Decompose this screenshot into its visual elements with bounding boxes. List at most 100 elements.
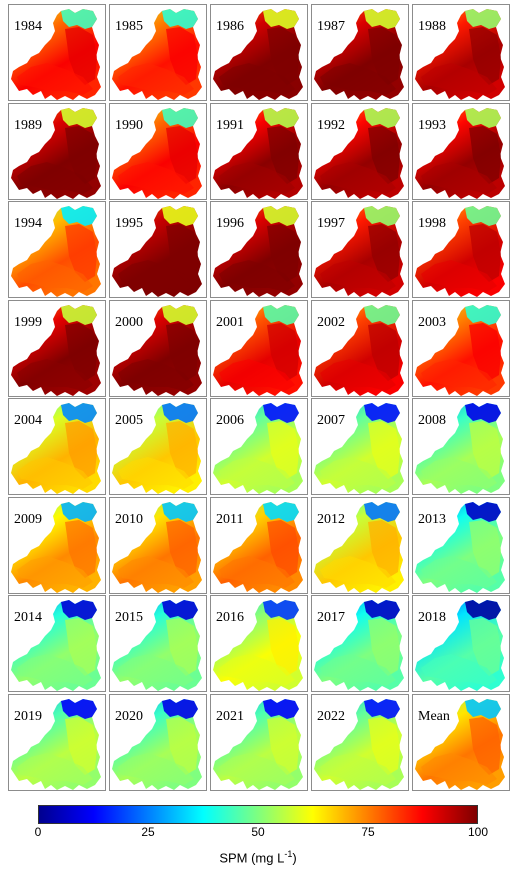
east-zone xyxy=(368,125,400,184)
east-zone xyxy=(469,224,501,282)
lake-map xyxy=(314,698,404,790)
spm-map-grid: 1984 1985 1986 1987 1988 1989 1990 1991 1992 1993… xyxy=(8,4,512,792)
colorbar-label-exponent: -1 xyxy=(284,849,293,859)
north-bay xyxy=(364,501,400,522)
panel-year-label: 2015 xyxy=(115,610,143,625)
panel-year-label: 1999 xyxy=(14,314,42,330)
colorbar-label: SPM (mg L-1) xyxy=(38,849,478,865)
south-zone xyxy=(320,457,396,489)
panel-year-label: 2009 xyxy=(14,511,42,527)
map-panel: 1993 xyxy=(412,102,510,200)
east-zone xyxy=(166,27,198,85)
colorbar-tick: 0 xyxy=(34,825,42,839)
east-zone xyxy=(166,224,198,282)
east-zone xyxy=(166,125,198,184)
panel-year-label: 1997 xyxy=(317,216,345,231)
south-zone xyxy=(118,555,194,588)
east-zone xyxy=(267,618,299,676)
north-bay xyxy=(61,600,97,620)
lake-map xyxy=(11,501,101,593)
map-panel: 2019 xyxy=(8,693,106,791)
lake-map xyxy=(415,206,505,297)
lake-map xyxy=(112,107,202,199)
lake-map xyxy=(415,698,505,790)
lake-map xyxy=(112,304,202,396)
map-panel: 2020 xyxy=(109,693,207,791)
south-zone xyxy=(219,358,295,391)
east-zone xyxy=(65,125,97,184)
panel-year-label: 2020 xyxy=(115,708,143,724)
east-zone xyxy=(166,519,198,578)
east-zone xyxy=(65,322,97,381)
north-bay xyxy=(364,304,400,325)
south-zone xyxy=(421,752,497,785)
map-panel: 2018 xyxy=(412,595,510,692)
south-zone xyxy=(320,752,396,785)
map-panel: 1999 xyxy=(8,299,106,397)
north-bay xyxy=(465,698,501,719)
east-zone xyxy=(368,421,400,479)
colorbar-gradient xyxy=(38,805,478,824)
north-bay xyxy=(465,107,501,128)
lake-map xyxy=(415,9,505,100)
north-bay xyxy=(364,9,400,29)
lake-map xyxy=(11,107,101,199)
lake-map xyxy=(112,206,202,297)
east-zone xyxy=(267,27,299,85)
north-bay xyxy=(263,501,299,522)
north-bay xyxy=(465,304,501,325)
map-panel: 1996 xyxy=(210,201,308,298)
map-panel: 2010 xyxy=(109,496,207,594)
south-zone xyxy=(118,752,194,785)
south-zone xyxy=(320,161,396,194)
south-zone xyxy=(219,63,295,95)
map-panel: 2002 xyxy=(311,299,409,397)
south-zone xyxy=(17,457,93,489)
north-bay xyxy=(162,304,198,325)
lake-map xyxy=(314,501,404,593)
south-zone xyxy=(118,654,194,686)
panel-year-label: 2008 xyxy=(418,413,446,428)
north-bay xyxy=(61,206,97,226)
lake-map xyxy=(112,501,202,593)
east-zone xyxy=(267,224,299,282)
south-zone xyxy=(421,654,497,686)
south-zone xyxy=(118,358,194,391)
south-zone xyxy=(17,260,93,292)
south-zone xyxy=(320,654,396,686)
panel-year-label: 2002 xyxy=(317,314,345,330)
map-panel: Mean xyxy=(412,693,510,791)
map-panel: 2009 xyxy=(8,496,106,594)
north-bay xyxy=(465,403,501,423)
panel-year-label: 2017 xyxy=(317,610,345,625)
panel-year-label: 1995 xyxy=(115,216,143,231)
east-zone xyxy=(166,322,198,381)
colorbar-tick: 75 xyxy=(361,825,375,839)
map-panel: 2005 xyxy=(109,398,207,495)
north-bay xyxy=(263,9,299,29)
south-zone xyxy=(219,260,295,292)
map-panel: 2017 xyxy=(311,595,409,692)
north-bay xyxy=(263,304,299,325)
lake-map xyxy=(213,698,303,790)
colorbar-tick: 50 xyxy=(251,825,265,839)
north-bay xyxy=(61,304,97,325)
map-panel: 2021 xyxy=(210,693,308,791)
lake-map xyxy=(112,698,202,790)
east-zone xyxy=(65,519,97,578)
east-zone xyxy=(166,716,198,775)
lake-map xyxy=(213,9,303,100)
map-panel: 2006 xyxy=(210,398,308,495)
panel-year-label: 2006 xyxy=(216,413,244,428)
map-panel: 1987 xyxy=(311,4,409,101)
panel-year-label: 2016 xyxy=(216,610,244,625)
panel-year-label: 2013 xyxy=(418,511,446,527)
lake-map xyxy=(314,600,404,691)
north-bay xyxy=(162,698,198,719)
north-bay xyxy=(465,501,501,522)
panel-year-label: 2021 xyxy=(216,708,244,724)
east-zone xyxy=(65,618,97,676)
panel-year-label: 1987 xyxy=(317,19,345,34)
map-panel: 2012 xyxy=(311,496,409,594)
map-panel: 1995 xyxy=(109,201,207,298)
